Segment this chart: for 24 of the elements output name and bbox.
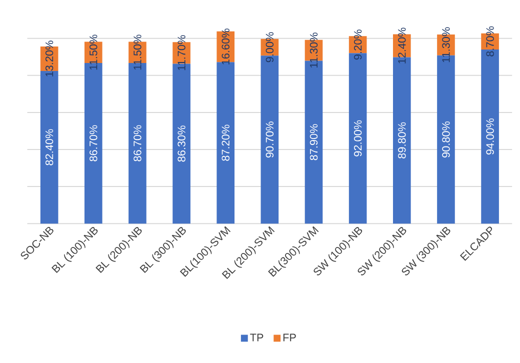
- data-label: 11.50%: [90, 34, 98, 70]
- data-label: 12.40%: [398, 28, 406, 64]
- data-label: 94.00%: [486, 118, 494, 154]
- data-label: 9.20%: [354, 30, 362, 60]
- data-label: 11.50%: [134, 34, 142, 70]
- data-label: 86.30%: [178, 126, 186, 162]
- data-label: 89.80%: [398, 122, 406, 158]
- legend-label: FP: [283, 334, 296, 342]
- data-label: 87.90%: [310, 124, 318, 160]
- data-label: 90.70%: [266, 121, 274, 158]
- data-label: 16.60%: [222, 28, 230, 64]
- data-label: 82.40%: [45, 129, 54, 166]
- data-label: 9.00%: [266, 32, 274, 62]
- data-label: 92.00%: [354, 120, 362, 156]
- data-label: 11.30%: [310, 32, 318, 68]
- data-label: 8.70%: [486, 26, 494, 56]
- data-label: 11.30%: [442, 27, 450, 62]
- legend-label: TP: [250, 334, 264, 342]
- data-label: 87.20%: [222, 124, 230, 161]
- data-label: 86.70%: [90, 125, 98, 162]
- data-label: 13.20%: [45, 40, 54, 76]
- data-label: 86.70%: [134, 125, 142, 162]
- data-label: 90.80%: [442, 121, 450, 158]
- data-label: 11.70%: [178, 35, 186, 70]
